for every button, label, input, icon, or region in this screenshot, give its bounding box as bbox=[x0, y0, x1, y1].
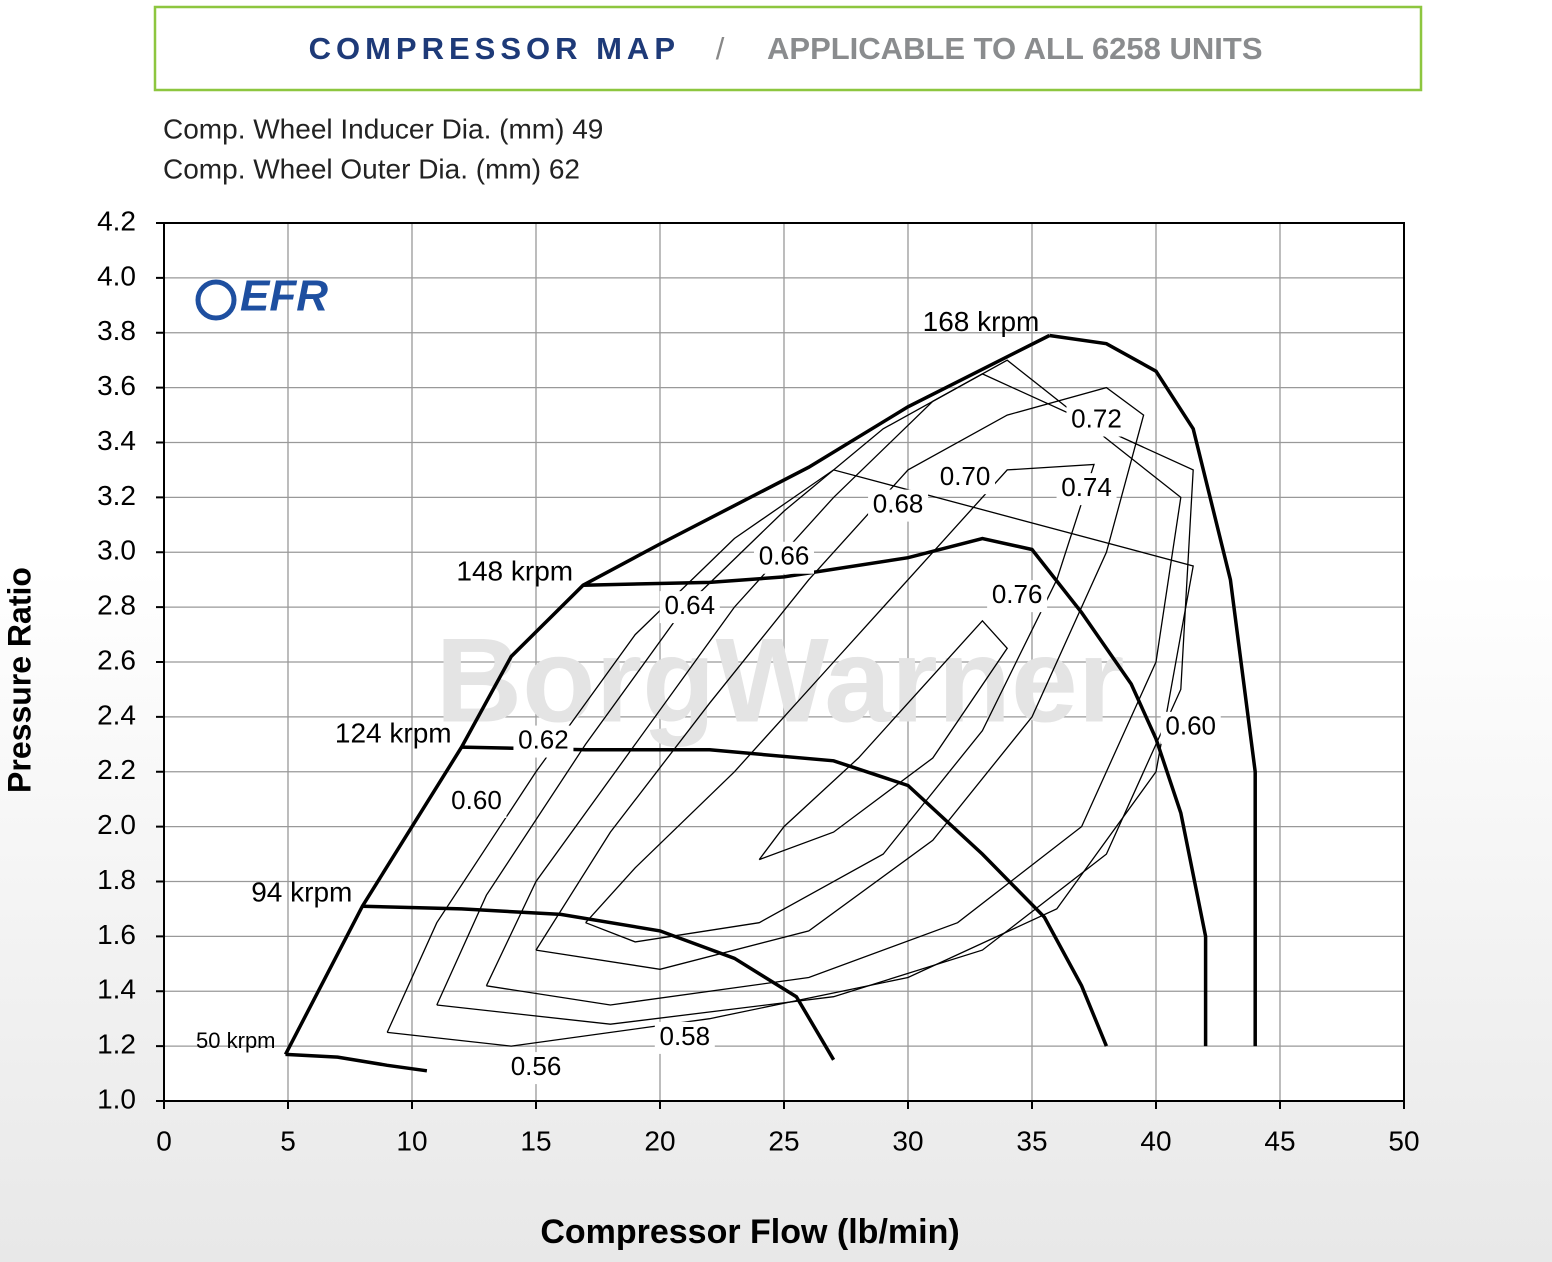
y-tick-label: 1.6 bbox=[97, 919, 136, 950]
plot-frame bbox=[163, 222, 1405, 1102]
y-tick-label: 4.0 bbox=[97, 260, 136, 291]
y-tick-label: 3.6 bbox=[97, 370, 136, 401]
speed-line bbox=[362, 904, 836, 1061]
label-bg bbox=[446, 785, 507, 818]
label-bg bbox=[1056, 473, 1117, 506]
efficiency-label: 0.62 bbox=[518, 724, 569, 754]
efficiency-label: 0.74 bbox=[1061, 472, 1112, 502]
label-bg bbox=[513, 725, 574, 758]
y-tick-label: 3.0 bbox=[97, 535, 136, 566]
label-bg bbox=[1160, 711, 1221, 744]
title-box bbox=[153, 5, 1423, 92]
speed-label: 148 krpm bbox=[456, 556, 573, 587]
speed-label: 50 krpm bbox=[196, 1028, 275, 1053]
y-tick-label: 2.2 bbox=[97, 754, 136, 785]
x-tick-label: 30 bbox=[892, 1125, 923, 1156]
x-axis-label: Compressor Flow (lb/min) bbox=[540, 1213, 959, 1251]
efficiency-contour bbox=[585, 463, 1095, 943]
speed-label: 168 krpm bbox=[923, 306, 1040, 337]
x-tick-label: 35 bbox=[1016, 1125, 1047, 1156]
efficiency-label: 0.60 bbox=[451, 785, 502, 815]
efficiency-contour bbox=[758, 619, 1009, 861]
label-bg bbox=[935, 462, 996, 495]
label-bg bbox=[754, 541, 814, 574]
subtitle: APPLICABLE TO ALL 6258 UNITS bbox=[767, 31, 1263, 66]
x-tick-label: 15 bbox=[520, 1125, 551, 1156]
y-tick-label: 1.2 bbox=[97, 1029, 136, 1060]
x-tick-label: 40 bbox=[1140, 1125, 1171, 1156]
speed-label: 124 krpm bbox=[335, 717, 452, 748]
y-tick-label: 1.4 bbox=[97, 974, 136, 1005]
label-bg bbox=[868, 489, 929, 522]
watermark: BorgWarner bbox=[436, 614, 1125, 748]
x-tick-label: 50 bbox=[1388, 1125, 1419, 1156]
separator: / bbox=[716, 31, 725, 66]
efficiency-label: 0.64 bbox=[664, 590, 715, 620]
x-tick-label: 0 bbox=[156, 1125, 172, 1156]
y-tick-label: 2.8 bbox=[97, 590, 136, 621]
spec: Comp. Wheel Inducer Dia. (mm) 49 bbox=[163, 113, 603, 144]
x-tick-label: 20 bbox=[644, 1125, 675, 1156]
y-tick-label: 3.2 bbox=[97, 480, 136, 511]
spec: Comp. Wheel Outer Dia. (mm) 62 bbox=[163, 153, 580, 184]
speed-line bbox=[461, 745, 1109, 1047]
speed-label: 94 krpm bbox=[251, 877, 352, 908]
x-tick-label: 45 bbox=[1264, 1125, 1295, 1156]
y-tick-label: 3.8 bbox=[97, 315, 136, 346]
efficiency-label: 0.70 bbox=[940, 461, 991, 491]
efficiency-contour bbox=[386, 469, 1194, 1047]
efficiency-label: 0.68 bbox=[873, 488, 924, 518]
label-bg bbox=[659, 591, 720, 624]
y-tick-label: 2.4 bbox=[97, 699, 136, 730]
label-bg bbox=[506, 1052, 566, 1085]
efficiency-label: 0.56 bbox=[511, 1051, 562, 1081]
y-tick-label: 1.8 bbox=[97, 864, 136, 895]
label-bg bbox=[1066, 404, 1127, 437]
efficiency-label: 0.76 bbox=[992, 579, 1043, 609]
y-axis-label: Pressure Ratio bbox=[1, 567, 37, 793]
x-tick-label: 10 bbox=[396, 1125, 427, 1156]
efficiency-label: 0.72 bbox=[1071, 403, 1122, 433]
y-tick-label: 2.0 bbox=[97, 809, 136, 840]
speed-line bbox=[285, 1052, 428, 1073]
y-tick-label: 1.0 bbox=[97, 1083, 136, 1114]
title: COMPRESSOR MAP bbox=[309, 31, 680, 66]
y-tick-label: 2.6 bbox=[97, 644, 136, 675]
x-tick-label: 5 bbox=[280, 1125, 296, 1156]
y-tick-label: 4.2 bbox=[97, 205, 136, 236]
label-bg bbox=[987, 580, 1048, 613]
logo-icon bbox=[195, 279, 237, 321]
efficiency-label: 0.66 bbox=[759, 541, 810, 571]
speed-line bbox=[1049, 333, 1257, 1047]
label-bg bbox=[654, 1021, 715, 1054]
x-tick-label: 25 bbox=[768, 1125, 799, 1156]
logo: EFR bbox=[240, 272, 328, 321]
speed-line bbox=[583, 536, 1208, 1047]
efficiency-label: 0.60 bbox=[1165, 711, 1216, 741]
efficiency-contour bbox=[535, 386, 1145, 970]
y-tick-label: 3.4 bbox=[97, 425, 136, 456]
efficiency-label: 0.58 bbox=[659, 1021, 710, 1051]
